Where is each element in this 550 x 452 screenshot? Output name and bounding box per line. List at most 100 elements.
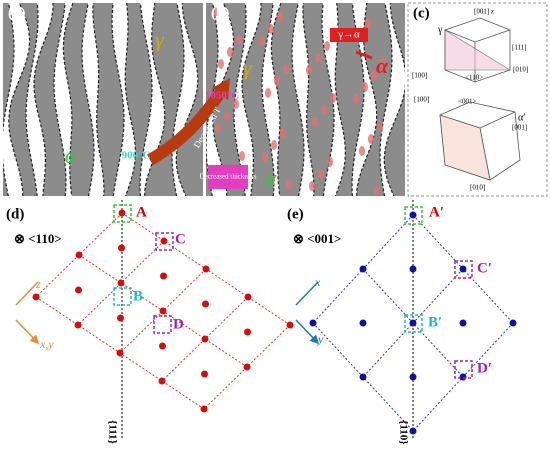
axis-label: x,y — [39, 337, 54, 351]
axis-label: [001] — [512, 124, 527, 132]
atom — [160, 237, 168, 245]
atom — [202, 265, 210, 273]
atom — [243, 363, 251, 371]
atom — [159, 307, 167, 315]
precipitate — [268, 24, 274, 34]
gamma-band — [171, 3, 199, 196]
atom — [118, 244, 125, 252]
precipitate — [371, 70, 377, 80]
temperature: 1050°C — [205, 90, 239, 102]
axis-arrow — [295, 281, 318, 343]
precipitate — [233, 99, 239, 109]
precipitate — [374, 186, 380, 196]
phase-label: α — [65, 143, 77, 168]
gamma-band — [206, 3, 235, 196]
precipitate — [324, 41, 330, 51]
atom — [359, 265, 367, 273]
arrow-head — [212, 78, 230, 100]
arrow — [146, 86, 227, 166]
atom — [409, 265, 417, 273]
atom — [201, 335, 209, 343]
precipitate — [330, 93, 336, 103]
phase-label: α — [376, 53, 389, 78]
label-box — [330, 28, 368, 42]
precipitate — [239, 151, 245, 161]
atom — [309, 319, 317, 327]
precipitate — [280, 128, 286, 138]
atom — [509, 319, 517, 327]
gamma-band — [25, 3, 54, 196]
precipitate — [321, 105, 327, 115]
atom — [116, 349, 124, 357]
atom — [117, 279, 125, 287]
atom — [359, 373, 367, 381]
transform-label: γ→α — [337, 29, 360, 41]
precipitate — [224, 111, 230, 121]
gamma-band — [291, 3, 315, 196]
precipitate — [262, 152, 268, 162]
axis-label: z — [35, 277, 41, 291]
plane-label: {111} — [106, 420, 118, 444]
atom — [117, 314, 124, 322]
annotation: Decreased thickness — [200, 173, 257, 181]
atom — [409, 373, 417, 381]
precipitate — [368, 134, 374, 144]
gamma-band — [53, 3, 74, 196]
axis-label: y — [317, 332, 324, 346]
precipitate — [362, 82, 368, 92]
highlight-box — [404, 206, 423, 225]
axis-label: [001] z — [474, 8, 494, 16]
site-label: D — [173, 316, 184, 332]
plane-label: {110} — [397, 420, 409, 445]
atom — [359, 319, 367, 327]
atom — [409, 211, 417, 219]
highlight-box — [454, 360, 473, 379]
atom — [75, 251, 83, 259]
precipitate — [353, 94, 359, 104]
phase-label: α — [265, 165, 277, 190]
axis-label: [010] — [470, 184, 485, 192]
atom — [459, 319, 467, 327]
direction-label: <001> — [458, 98, 476, 106]
site-label: C — [175, 231, 186, 247]
precipitate — [271, 140, 277, 150]
precipitate — [309, 181, 315, 191]
panel-label: (b) — [211, 5, 229, 21]
precipitate — [259, 36, 265, 46]
atom — [32, 293, 40, 301]
precipitate — [306, 65, 312, 75]
view-label: ⊗ <001> — [293, 231, 341, 246]
atom — [459, 373, 467, 381]
highlight-box — [153, 315, 172, 334]
precipitate — [312, 117, 318, 127]
atom — [159, 342, 166, 350]
atom — [459, 265, 467, 273]
gamma-band — [81, 3, 105, 196]
atom — [409, 427, 417, 435]
panel-label: (d) — [6, 206, 24, 222]
atom — [158, 377, 166, 385]
atom — [244, 328, 251, 336]
site-label: C′ — [477, 260, 492, 276]
precipitate — [315, 53, 321, 63]
precipitate — [283, 64, 289, 74]
gamma-bands — [206, 3, 405, 196]
gamma-band — [379, 3, 405, 196]
axis-arrow — [15, 281, 38, 343]
atom — [409, 319, 417, 327]
gamma-band — [139, 3, 166, 196]
view-label: ⊗ <110> — [14, 231, 62, 246]
precipitate — [236, 35, 242, 45]
gamma-bands — [3, 3, 199, 196]
atom — [202, 300, 209, 308]
precipitate — [365, 18, 371, 28]
precipitate — [327, 157, 333, 167]
precipitate — [227, 47, 233, 57]
phase-label: γ — [155, 27, 165, 52]
highlight-box — [155, 232, 174, 251]
phase-label: α′ — [518, 112, 525, 123]
precipitate — [277, 12, 283, 22]
atom — [74, 321, 82, 329]
lattice-d — [32, 200, 294, 440]
axis-label: [100] — [412, 72, 427, 80]
